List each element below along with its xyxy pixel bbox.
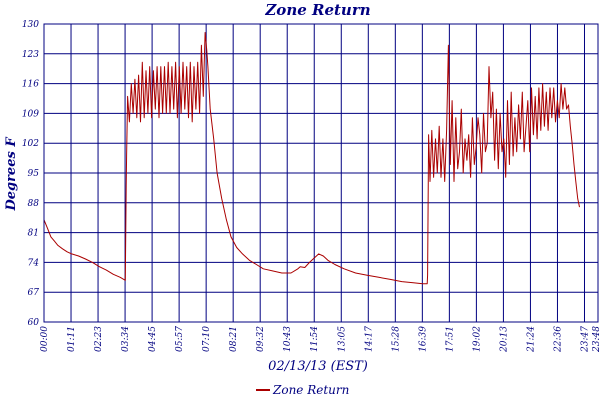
y-tick-label: 95 bbox=[28, 169, 40, 179]
x-axis-label: 02/13/13 (EST) bbox=[268, 359, 368, 374]
x-tick-label: 10:43 bbox=[283, 326, 293, 352]
y-tick-label: 60 bbox=[28, 318, 40, 328]
y-tick-label: 116 bbox=[22, 80, 39, 90]
x-tick-label: 22:36 bbox=[553, 326, 563, 353]
x-tick-label: 13:05 bbox=[337, 326, 347, 352]
legend-label: Zone Return bbox=[272, 383, 349, 397]
x-tick-label: 01:11 bbox=[67, 326, 77, 352]
x-tick-label: 03:34 bbox=[121, 326, 131, 352]
x-tick-label: 15:28 bbox=[391, 326, 401, 352]
x-tick-label: 19:02 bbox=[472, 326, 482, 352]
legend: Zone Return bbox=[256, 383, 349, 397]
x-tick-label: 23:48 bbox=[592, 326, 600, 353]
y-tick-label: 88 bbox=[28, 199, 40, 209]
y-axis-label: Degrees F bbox=[4, 137, 19, 212]
x-tick-label: 08:21 bbox=[229, 326, 239, 352]
x-tick-label: 11:54 bbox=[310, 326, 320, 352]
x-tick-label: 09:32 bbox=[256, 326, 266, 352]
y-tick-label: 67 bbox=[28, 288, 40, 298]
series-line-zone-return bbox=[43, 32, 580, 285]
x-tick-label: 21:24 bbox=[526, 326, 536, 353]
y-tick-label: 130 bbox=[22, 20, 39, 30]
x-tick-label: 04:45 bbox=[148, 326, 158, 352]
y-tick-label: 102 bbox=[22, 139, 39, 149]
plot-frame bbox=[43, 23, 599, 323]
series-layer bbox=[43, 32, 580, 285]
chart-title: Zone Return bbox=[264, 1, 370, 19]
y-tick-label: 123 bbox=[22, 50, 39, 60]
grid bbox=[43, 23, 598, 323]
y-tick-label: 109 bbox=[22, 109, 39, 119]
x-tick-label: 20:13 bbox=[499, 326, 509, 353]
y-tick-label: 74 bbox=[28, 258, 40, 268]
tick-labels: 60 67 74 81 88 95 102 109 116 123 130 00:00 01:11 02:… bbox=[22, 20, 600, 353]
y-tick-label: 81 bbox=[28, 229, 39, 239]
x-tick-label: 23:47 bbox=[580, 326, 590, 353]
x-tick-label: 17:51 bbox=[445, 326, 455, 352]
x-tick-label: 16:39 bbox=[418, 326, 428, 352]
x-tick-label: 02:23 bbox=[94, 326, 104, 352]
x-tick-label: 05:57 bbox=[175, 326, 185, 352]
x-tick-label: 14:17 bbox=[364, 326, 374, 352]
x-tick-label: 00:00 bbox=[40, 326, 50, 352]
x-tick-label: 07:10 bbox=[202, 326, 212, 352]
